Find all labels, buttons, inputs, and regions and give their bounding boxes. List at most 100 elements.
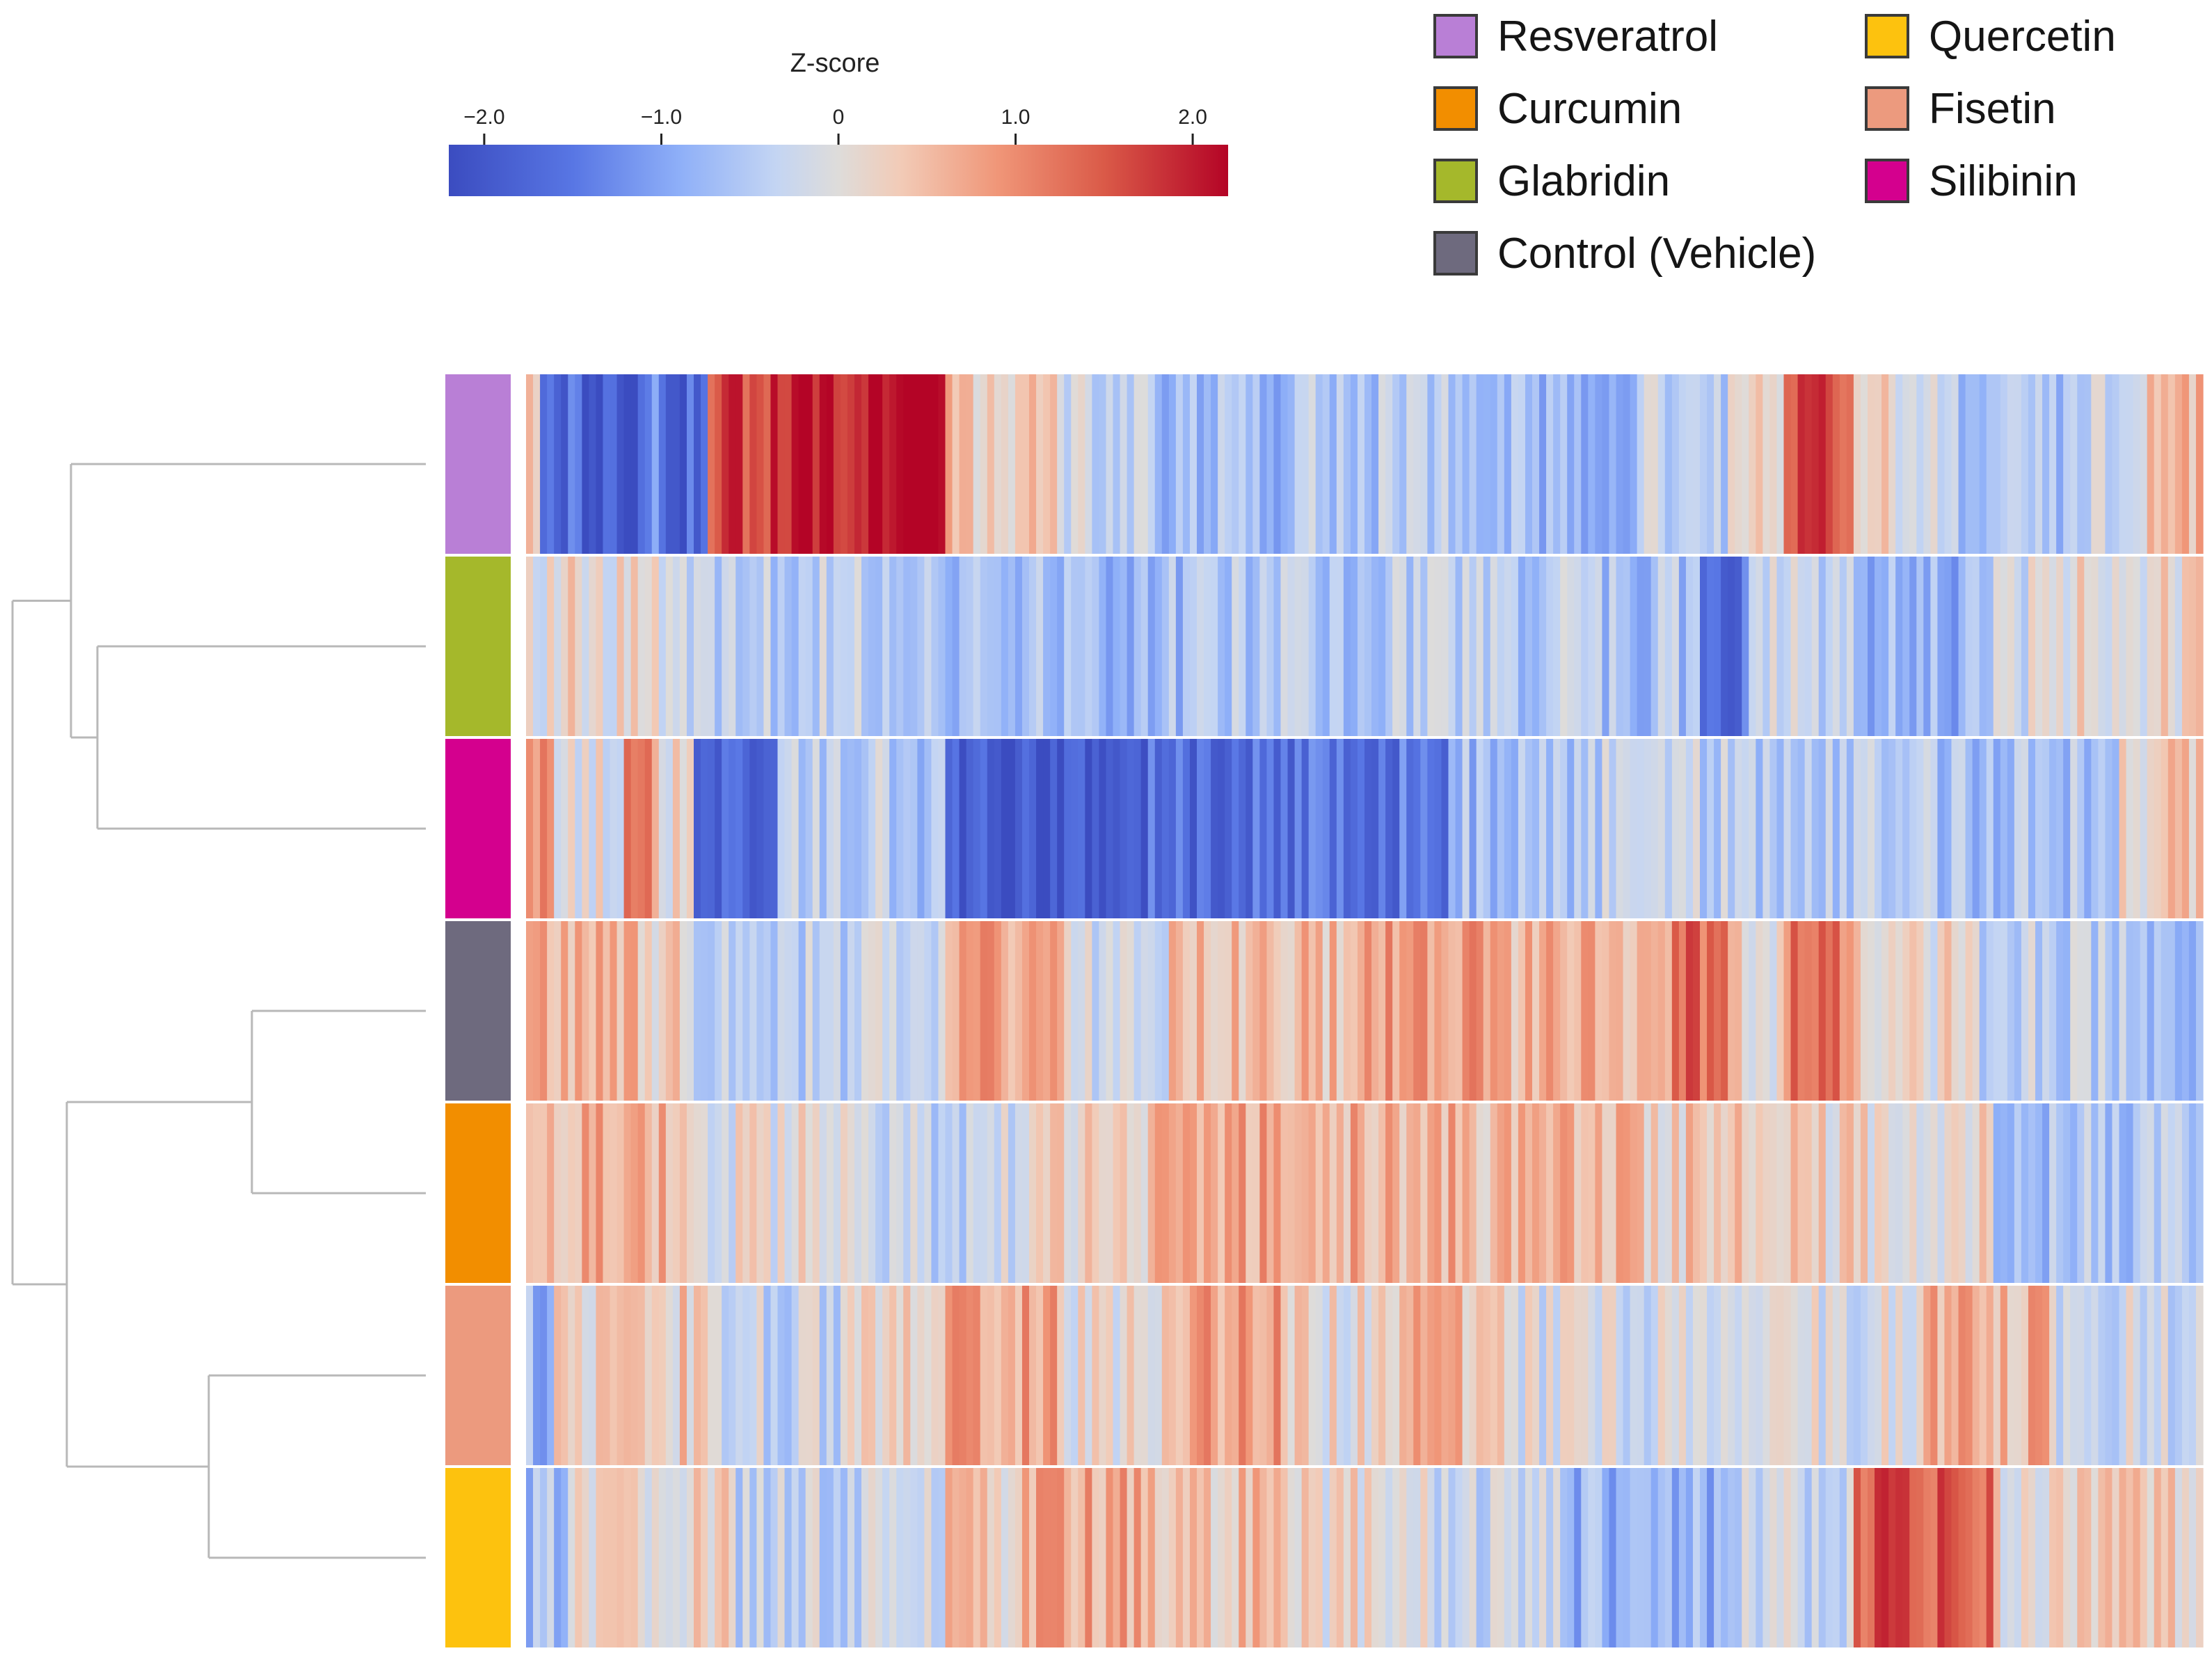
heatmap-cell: [1790, 374, 1799, 554]
heatmap-cell: [903, 557, 911, 736]
heatmap-cell: [1875, 557, 1882, 736]
heatmap-cell: [1350, 1103, 1358, 1283]
heatmap-cell: [1776, 1286, 1785, 1465]
heatmap-cell: [861, 557, 869, 736]
heatmap-cell: [1937, 1103, 1946, 1283]
heatmap-cell: [679, 1103, 687, 1283]
heatmap-cell: [637, 557, 646, 736]
heatmap-cell: [2028, 1468, 2036, 1647]
heatmap-cell: [1671, 374, 1680, 554]
heatmap-cell: [1546, 374, 1554, 554]
heatmap-cell: [547, 1286, 555, 1465]
heatmap-cell: [1972, 1103, 1980, 1283]
heatmap-cell: [1029, 374, 1037, 554]
heatmap-cell: [1937, 557, 1946, 736]
heatmap-cell: [1133, 1468, 1142, 1647]
heatmap-cell: [1728, 557, 1735, 736]
heatmap-cell: [2035, 374, 2043, 554]
heatmap-cell: [945, 1103, 953, 1283]
legend-swatch-resveratrol: [1433, 14, 1478, 58]
heatmap-cell: [987, 1103, 995, 1283]
heatmap-cell: [1881, 1103, 1889, 1283]
heatmap-cell: [1783, 739, 1792, 918]
heatmap-cell: [882, 1103, 890, 1283]
heatmap-cell: [770, 1286, 779, 1465]
heatmap-cell: [1623, 1468, 1631, 1647]
heatmap-cell: [2188, 1103, 2197, 1283]
heatmap-cell: [1630, 739, 1638, 918]
heatmap-cell: [1776, 739, 1785, 918]
heatmap-cell: [1532, 1103, 1540, 1283]
heatmap-cell: [1175, 1286, 1184, 1465]
heatmap-cell: [1113, 557, 1121, 736]
heatmap-cell: [1860, 557, 1868, 736]
heatmap-cell: [1106, 1286, 1114, 1465]
heatmap-cell: [1343, 739, 1351, 918]
heatmap-cell: [952, 557, 960, 736]
heatmap-cell: [1930, 921, 1939, 1101]
heatmap-cell: [1204, 374, 1211, 554]
heatmap-cell: [637, 921, 646, 1101]
heatmap-cell: [1930, 1468, 1939, 1647]
heatmap-cell: [826, 1468, 834, 1647]
heatmap-cell: [1630, 1468, 1638, 1647]
heatmap-cell: [1525, 1468, 1533, 1647]
heatmap-cell: [658, 557, 667, 736]
heatmap-cell: [735, 921, 743, 1101]
heatmap-cell: [2007, 1103, 2015, 1283]
heatmap-cell: [540, 1103, 548, 1283]
heatmap-cell: [644, 374, 653, 554]
heatmap-cell: [603, 921, 611, 1101]
heatmap-cell: [1560, 374, 1568, 554]
heatmap-cell: [1273, 1468, 1282, 1647]
heatmap-cell: [1895, 739, 1903, 918]
heatmap-cell: [1441, 739, 1449, 918]
heatmap-cell: [1664, 1468, 1673, 1647]
heatmap-cell: [784, 739, 793, 918]
heatmap-cell: [1427, 1286, 1435, 1465]
heatmap-cell: [1846, 739, 1854, 918]
heatmap-cell: [596, 921, 604, 1101]
heatmap-cell: [630, 557, 639, 736]
heatmap-cell: [1532, 374, 1540, 554]
heatmap-cell: [2077, 739, 2085, 918]
heatmap-cell: [1029, 739, 1037, 918]
heatmap-cell: [1588, 921, 1596, 1101]
heatmap-cell: [686, 374, 694, 554]
heatmap-cell: [1225, 557, 1232, 736]
heatmap-cell: [1427, 1468, 1435, 1647]
heatmap-cell: [1322, 921, 1330, 1101]
heatmap-cell: [1043, 921, 1051, 1101]
heatmap-cell: [1692, 557, 1701, 736]
heatmap-cell: [1553, 1103, 1561, 1283]
heatmap-cell: [1657, 739, 1666, 918]
heatmap-cell: [1916, 1468, 1924, 1647]
heatmap-cell: [1266, 374, 1275, 554]
heatmap-cell: [763, 1103, 772, 1283]
heatmap-cell: [596, 374, 604, 554]
heatmap-cell: [2014, 921, 2022, 1101]
heatmap-cell: [735, 374, 743, 554]
heatmap-cell: [2070, 1103, 2078, 1283]
heatmap-cell: [1021, 1103, 1030, 1283]
heatmap-cell: [875, 739, 883, 918]
heatmap-cell: [1678, 557, 1687, 736]
heatmap-cell: [1721, 1103, 1728, 1283]
heatmap-cell: [2063, 921, 2071, 1101]
heatmap-cell: [1189, 739, 1197, 918]
heatmap-cell: [1043, 557, 1051, 736]
heatmap-cell: [2063, 557, 2071, 736]
heatmap-cell: [1133, 1103, 1142, 1283]
heatmap-cell: [1797, 557, 1806, 736]
heatmap-cell: [575, 374, 582, 554]
heatmap-cell: [554, 1103, 562, 1283]
heatmap-cell: [1916, 557, 1924, 736]
heatmap-cell: [756, 739, 765, 918]
heatmap-cell: [987, 557, 995, 736]
heatmap-cell: [1574, 921, 1582, 1101]
heatmap-cell: [2014, 374, 2022, 554]
heatmap-cell: [1378, 1286, 1386, 1465]
heatmap-cell: [1225, 739, 1232, 918]
heatmap-cell: [1630, 374, 1638, 554]
heatmap-cell: [2119, 374, 2127, 554]
